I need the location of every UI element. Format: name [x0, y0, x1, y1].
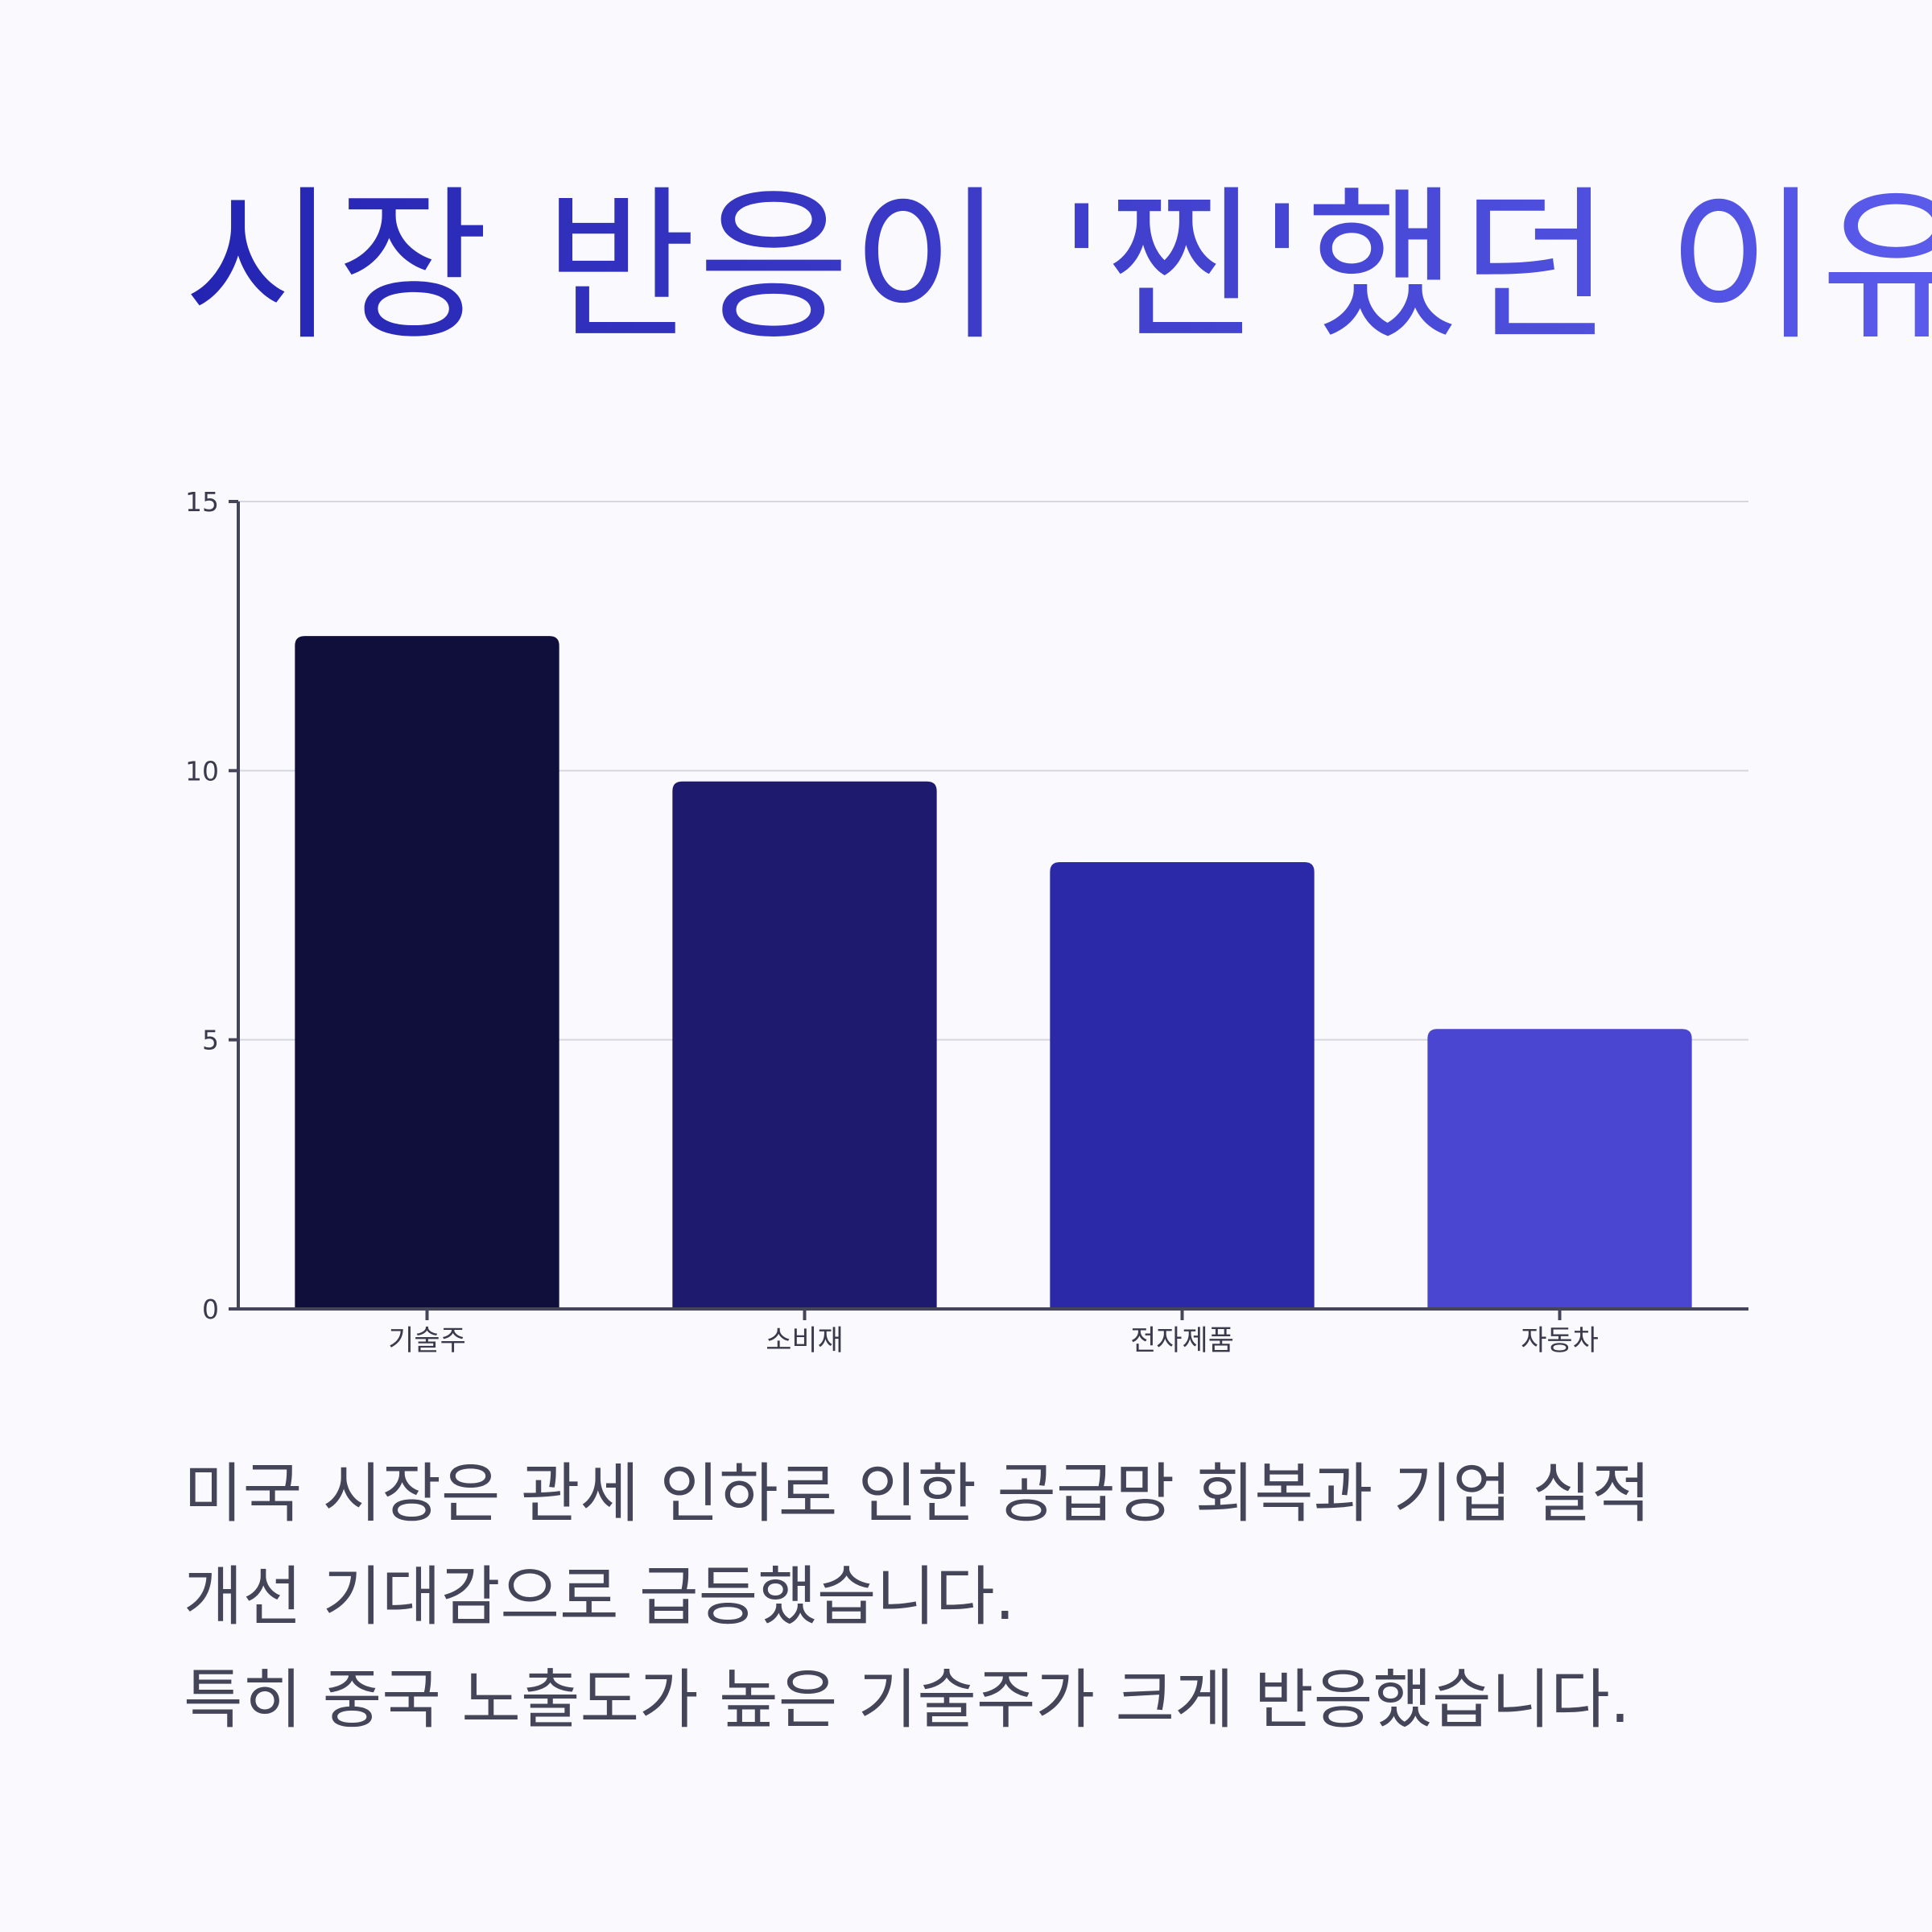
bar-3 [1050, 862, 1315, 1309]
axes [229, 500, 1748, 1320]
description: 미국 시장은 관세 인하로 인한 공급망 회복과 기업 실적 개선 기대감으로 … [184, 1443, 1794, 1752]
bar-2 [672, 781, 937, 1309]
bars [295, 636, 1692, 1309]
description-line-1: 미국 시장은 관세 인하로 인한 공급망 회복과 기업 실적 [184, 1456, 1651, 1531]
y-tick-label: 15 [185, 486, 219, 518]
description-line-2: 개선 기대감으로 급등했습니다. [184, 1559, 1016, 1634]
page-title: 시장 반응이 '찐'했던 이유 [184, 172, 1932, 363]
x-tick-label: 소비재 [766, 1325, 844, 1357]
axis-labels: 0 5 10 15 기술주 소비재 전자제품 자동차 [185, 486, 1599, 1357]
y-tick-label: 10 [185, 755, 219, 786]
description-line-3: 특히 중국 노출도가 높은 기술주가 크게 반응했습니다. [184, 1662, 1631, 1737]
x-tick-label: 자동차 [1521, 1325, 1599, 1357]
y-tick-label: 0 [202, 1294, 219, 1325]
x-tick-label: 전자제품 [1130, 1325, 1234, 1357]
y-tick-label: 5 [202, 1025, 219, 1056]
bar-1 [295, 636, 559, 1309]
bar-4 [1427, 1029, 1692, 1309]
x-tick-label: 기술주 [388, 1325, 466, 1357]
